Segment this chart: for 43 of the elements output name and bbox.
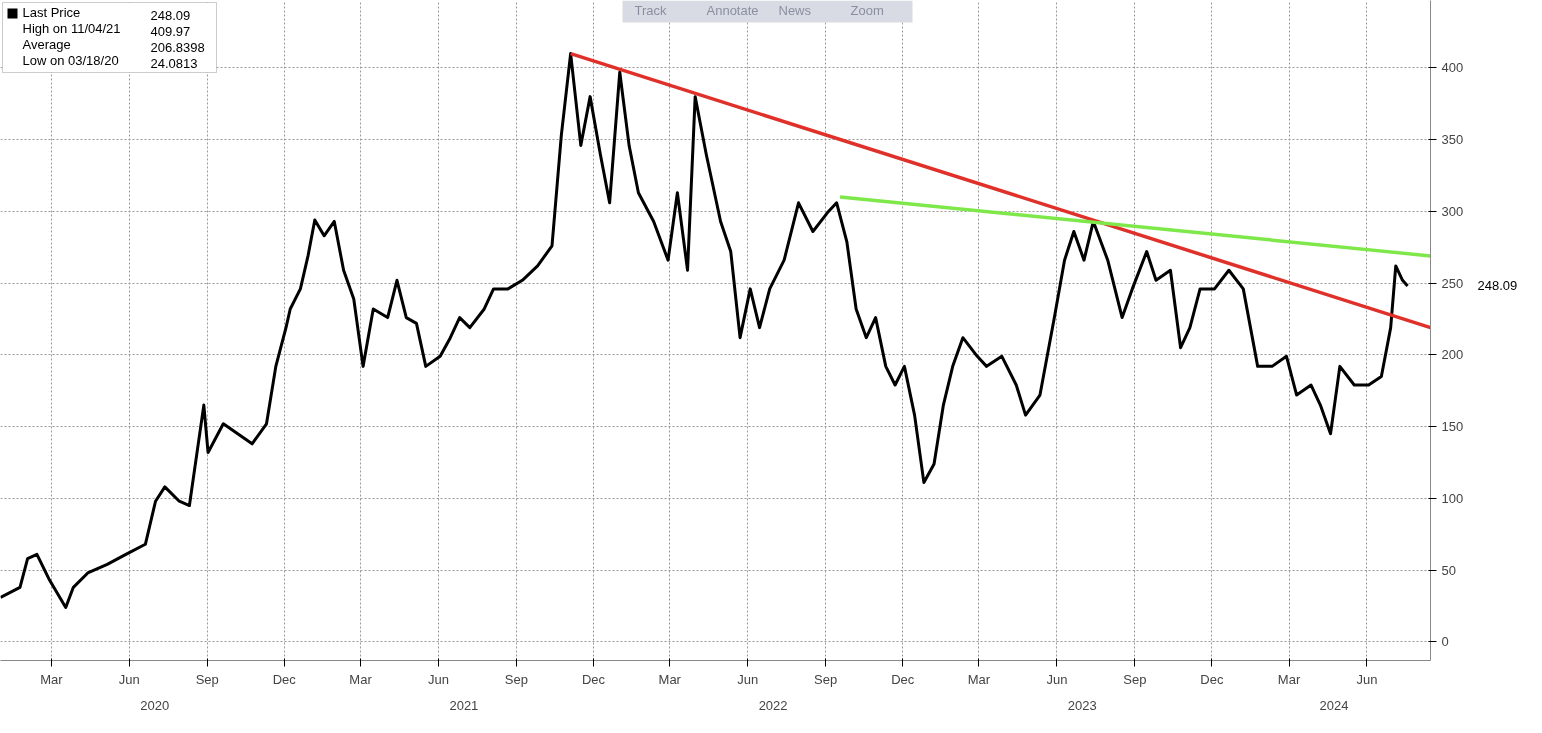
x-tick-label: Mar <box>349 671 373 687</box>
annotation: Track <box>634 2 668 18</box>
x-tick-label: Mar <box>1277 671 1301 687</box>
x-tick-label: Dec <box>1200 671 1224 687</box>
text: High on 11/04/21 409.97 <box>22 20 191 39</box>
annotation: Annotate <box>706 2 759 18</box>
y-tick-label: 200 <box>1441 347 1464 363</box>
x2-tick-label: 2020 <box>140 697 170 713</box>
x-tick-label: Sep <box>1123 671 1147 687</box>
y-tick-label: 50 <box>1441 562 1456 578</box>
text: Average 206.8398 <box>22 36 205 55</box>
y-tick-label: 300 <box>1441 203 1464 219</box>
x-tick-label: Sep <box>814 671 838 687</box>
annotation: News <box>778 2 812 18</box>
annotation: Zoom <box>850 2 884 18</box>
text: 248.09 <box>1477 278 1518 294</box>
x2-tick-label: 2022 <box>758 697 788 713</box>
line-series <box>0 52 1410 609</box>
x-tick-label: Dec <box>581 671 606 687</box>
x-tick-label: Jun <box>1046 671 1068 687</box>
x-tick-label: Jun <box>1356 671 1378 687</box>
x2-tick-label: 2023 <box>1067 697 1097 713</box>
annotation: 248.09 <box>150 7 191 23</box>
x-tick-label: Jun <box>428 671 449 687</box>
x2-tick-label: 2021 <box>449 697 479 713</box>
x-tick-label: Jun <box>118 671 140 687</box>
x-tick-label: Mar <box>967 671 991 687</box>
x-tick-label: Dec <box>891 671 915 687</box>
y-tick-label: 400 <box>1441 60 1464 76</box>
y-tick-label: 150 <box>1441 419 1464 435</box>
x-tick-label: Dec <box>272 671 297 687</box>
x2-tick-label: 2024 <box>1319 697 1349 713</box>
x-tick-label: Sep <box>504 671 528 687</box>
legend-label: Last Price <box>22 4 81 20</box>
x-tick-label: Jun <box>737 671 759 687</box>
text: Low on 03/18/20 24.0813 <box>22 52 198 71</box>
x-tick-label: Mar <box>658 671 682 687</box>
x-tick-label: Mar <box>40 671 64 687</box>
y-tick-label: 0 <box>1441 634 1449 650</box>
x-tick-label: Sep <box>195 671 219 687</box>
y-tick-label: 100 <box>1441 490 1464 506</box>
y-tick-label: 350 <box>1441 132 1464 148</box>
y-tick-label: 250 <box>1441 275 1464 291</box>
